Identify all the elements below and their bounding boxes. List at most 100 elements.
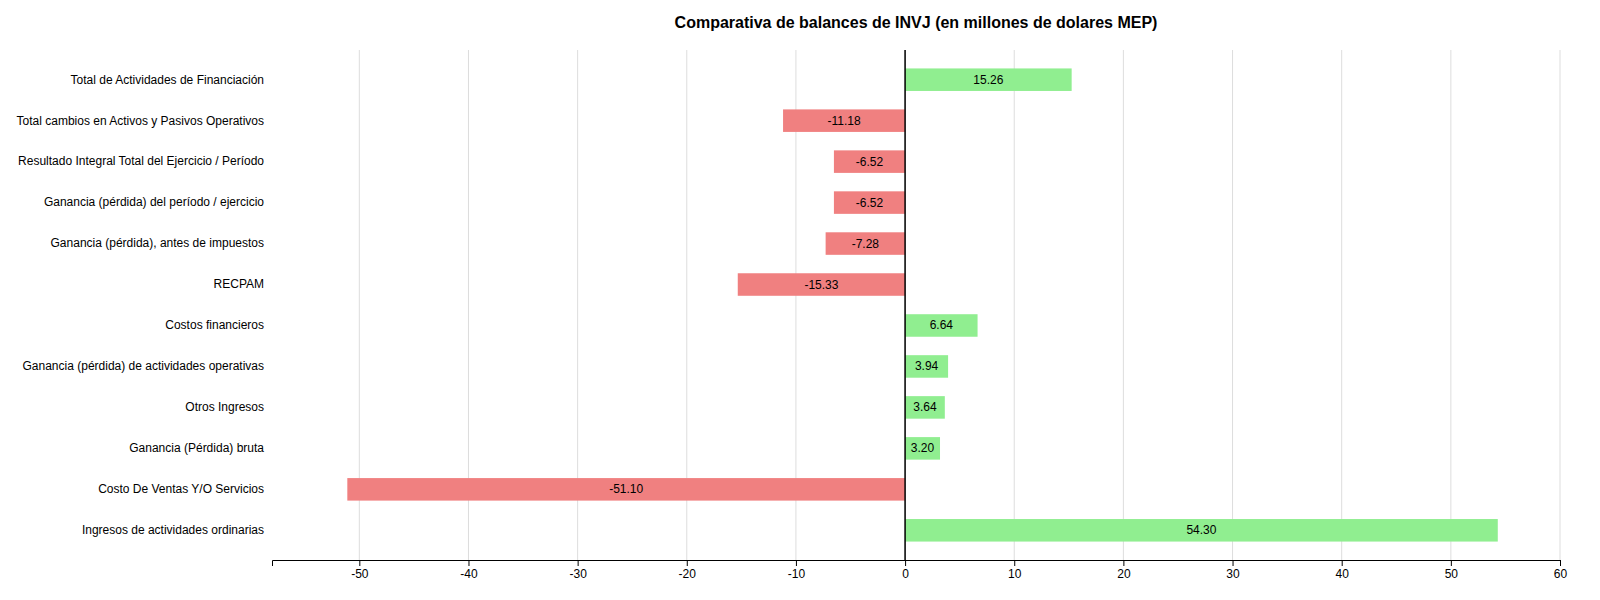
grid-line (1232, 50, 1233, 560)
bar (738, 273, 905, 296)
x-tick-label: 10 (1008, 567, 1022, 581)
data-label: -11.18 (827, 114, 860, 128)
x-tick-mark (905, 560, 906, 566)
bar (783, 109, 905, 132)
bar (905, 519, 1498, 542)
x-axis: -50 -40 -30 -20 -10 0 10 20 30 40 50 60 (273, 560, 1568, 581)
x-tick: 40 (1336, 560, 1350, 581)
x-tick-label: 30 (1226, 567, 1240, 581)
y-tick: Ganancia (pérdida) del período / ejercic… (44, 195, 272, 209)
grid-line (905, 50, 906, 560)
x-tick-mark (796, 560, 797, 566)
data-label: 54.30 (1186, 523, 1216, 537)
x-tick-label: 40 (1336, 567, 1350, 581)
x-tick-label: 0 (902, 567, 909, 581)
y-tick: Costo De Ventas Y/O Servicios (98, 482, 272, 496)
x-tick: 20 (1117, 560, 1131, 581)
x-tick: -30 (569, 560, 587, 581)
x-tick: 60 (1554, 560, 1568, 581)
x-tick-mark (687, 560, 688, 566)
x-tick-label: -20 (679, 567, 697, 581)
bar (905, 314, 977, 337)
y-tick: Costos financieros (165, 318, 272, 332)
grid-line (1123, 50, 1124, 560)
bar (905, 68, 1072, 91)
data-label: -6.52 (856, 155, 884, 169)
x-tick-mark (1014, 560, 1015, 566)
bar (826, 232, 905, 255)
bar (905, 355, 948, 378)
x-tick-mark (1123, 560, 1124, 566)
y-tick-label: Costo De Ventas Y/O Servicios (98, 482, 264, 496)
x-tick: 30 (1226, 560, 1240, 581)
y-tick: Ingresos de actividades ordinarias (82, 523, 272, 537)
grid-line (1450, 50, 1451, 560)
data-label: -6.52 (856, 196, 884, 210)
x-tick: 0 (902, 560, 909, 581)
chart-title: Comparativa de balances de INVJ (en mill… (675, 14, 1158, 31)
x-tick: 50 (1445, 560, 1459, 581)
bar (834, 150, 905, 173)
x-tick-mark (1560, 560, 1561, 566)
x-tick-mark (1233, 560, 1234, 566)
y-tick-label: Otros Ingresos (185, 400, 264, 414)
x-tick-mark (359, 560, 360, 566)
data-label: 15.26 (973, 73, 1003, 87)
x-tick-label: -40 (460, 567, 478, 581)
y-tick-label: Ganancia (pérdida) del período / ejercic… (44, 195, 264, 209)
y-tick-label: Ganancia (Pérdida) bruta (129, 441, 264, 455)
data-label: 3.64 (913, 400, 937, 414)
x-tick-mark (1451, 560, 1452, 566)
y-tick-label: Total de Actividades de Financiación (71, 73, 264, 87)
y-tick: Ganancia (Pérdida) bruta (129, 441, 272, 455)
data-label: -51.10 (609, 482, 643, 496)
bar (905, 437, 940, 460)
y-tick-label: Costos financieros (165, 318, 264, 332)
x-tick-mark (468, 560, 469, 566)
y-tick-label: Total cambios en Activos y Pasivos Opera… (17, 114, 264, 128)
y-tick: Total de Actividades de Financiación (71, 73, 272, 87)
data-label: 3.94 (915, 359, 939, 373)
x-tick: -10 (788, 560, 806, 581)
grid-line (1014, 50, 1015, 560)
zero-line (904, 50, 906, 560)
data-labels: 15.26 -11.18 -6.52 -6.52 -7.28 -15.33 6.64 3.94… (609, 73, 1217, 538)
plot: -50 -40 -30 -20 -10 0 10 20 30 40 50 60 Total de Act… (17, 50, 1568, 581)
y-tick: Total cambios en Activos y Pasivos Opera… (17, 114, 272, 128)
data-label: -7.28 (852, 237, 880, 251)
bars (347, 68, 1497, 541)
x-tick-label: 60 (1554, 567, 1568, 581)
x-tick: -50 (351, 560, 369, 581)
x-tick-label: -10 (788, 567, 806, 581)
x-axis-line (273, 561, 1561, 567)
y-tick-label: Ganancia (pérdida) de actividades operat… (23, 359, 264, 373)
y-axis: Total de Actividades de Financiación Tota… (17, 73, 272, 538)
bar (834, 191, 905, 214)
x-tick: 10 (1008, 560, 1022, 581)
y-tick: Ganancia (pérdida) de actividades operat… (23, 359, 272, 373)
bar (905, 396, 945, 419)
x-tick-mark (578, 560, 579, 566)
y-tick: Ganancia (pérdida), antes de impuestos (51, 236, 272, 250)
y-tick: Otros Ingresos (185, 400, 272, 414)
y-tick: Resultado Integral Total del Ejercicio /… (18, 154, 272, 168)
grid-line (1560, 50, 1561, 560)
data-label: -15.33 (804, 278, 838, 292)
data-label: 6.64 (930, 318, 954, 332)
bar (347, 478, 905, 501)
data-label: 3.20 (911, 441, 935, 455)
x-tick-mark (1342, 560, 1343, 566)
x-tick: -20 (679, 560, 697, 581)
x-tick-label: -30 (569, 567, 587, 581)
x-tick-label: 50 (1445, 567, 1459, 581)
x-tick: -40 (460, 560, 478, 581)
y-tick-label: RECPAM (214, 277, 264, 291)
y-tick-label: Ingresos de actividades ordinarias (82, 523, 264, 537)
y-tick-label: Ganancia (pérdida), antes de impuestos (51, 236, 264, 250)
chart: Comparativa de balances de INVJ (en mill… (0, 0, 1600, 600)
y-tick-label: Resultado Integral Total del Ejercicio /… (18, 154, 264, 168)
grid-line (1341, 50, 1342, 560)
x-tick-label: 20 (1117, 567, 1131, 581)
x-tick-label: -50 (351, 567, 369, 581)
y-tick: RECPAM (214, 277, 272, 291)
